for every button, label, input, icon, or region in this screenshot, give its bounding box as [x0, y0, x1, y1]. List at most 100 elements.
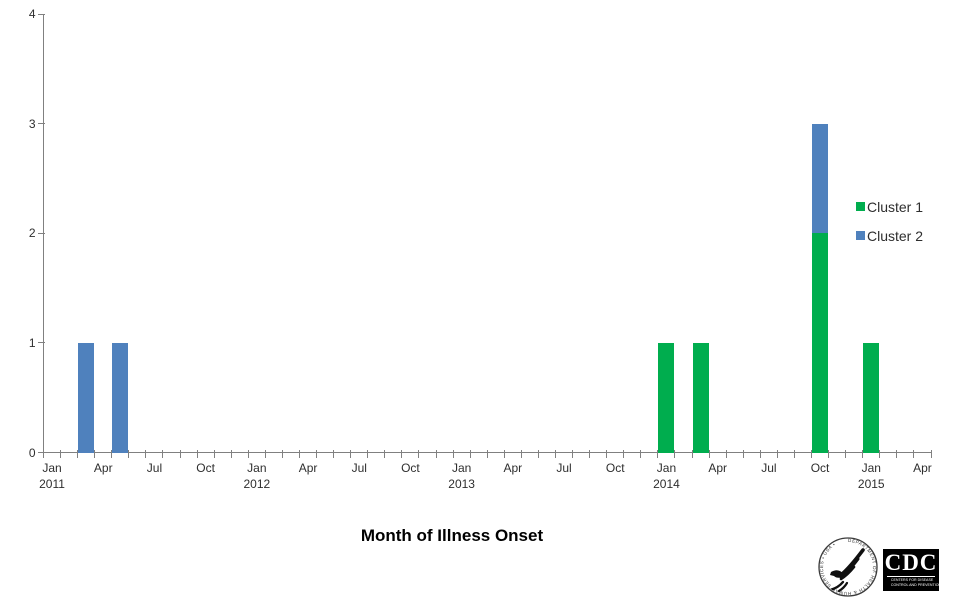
bar-segment-cluster-1 [812, 233, 829, 453]
x-axis-tick [537, 450, 539, 458]
x-axis-title: Month of Illness Onset [360, 526, 544, 545]
legend-swatch-cluster-2 [856, 231, 865, 240]
x-axis-tick [128, 450, 130, 458]
cdc-logo-acronym: CDC [884, 550, 938, 575]
x-axis-tick [264, 450, 266, 458]
x-axis-label: Apr [913, 461, 932, 475]
y-axis-tick [37, 123, 45, 125]
x-axis-tick [384, 450, 386, 458]
y-axis-label: 3 [28, 116, 36, 131]
y-axis-label: 1 [28, 335, 36, 350]
x-axis-label: Apr [503, 461, 523, 475]
bar-segment-cluster-2 [78, 342, 95, 453]
x-axis-label: Jul [761, 461, 777, 475]
legend-label: Cluster 1 [867, 198, 924, 215]
x-axis-label: Apr [93, 461, 113, 475]
x-axis-tick [640, 450, 642, 458]
y-axis-label: 2 [28, 226, 36, 241]
x-axis-year-label: 2013 [448, 477, 475, 491]
x-axis-tick [708, 450, 710, 458]
x-axis-tick [452, 450, 454, 458]
x-axis-label: Oct [810, 461, 830, 475]
x-axis-tick [759, 450, 761, 458]
cdc-logo-line2: CONTROL AND PREVENTION [890, 583, 939, 588]
legend-swatch-cluster-1 [856, 202, 865, 211]
x-axis-tick [94, 450, 96, 458]
x-axis-label: Jul [556, 461, 572, 475]
x-axis-tick [862, 450, 864, 458]
x-axis-tick [674, 450, 676, 458]
x-axis-tick [811, 450, 813, 458]
x-axis-tick [793, 450, 795, 458]
y-axis-label: 4 [28, 7, 36, 21]
x-axis-tick [111, 450, 113, 458]
x-axis-tick [879, 450, 881, 458]
x-axis-tick [486, 450, 488, 458]
x-axis-tick [213, 450, 215, 458]
x-axis-tick [503, 450, 505, 458]
y-axis-label: 0 [28, 445, 36, 460]
x-axis-label: Oct [605, 461, 625, 475]
hhs-seal-icon: DEPARTMENT OF HEALTH & HUMAN SERVICES • … [818, 537, 878, 597]
x-axis-tick [145, 450, 147, 458]
x-axis-tick [299, 450, 300, 458]
y-axis-tick [37, 342, 45, 344]
x-axis-tick [589, 450, 591, 458]
bar-segment-cluster-1 [863, 342, 880, 453]
cdc-logo: CDC CENTERS FOR DISEASE CONTROL AND PREV… [883, 549, 939, 591]
x-axis-tick [930, 450, 932, 458]
y-axis-tick [37, 232, 45, 234]
x-axis-year-label: 2014 [653, 477, 680, 491]
x-axis-label: Jan [861, 461, 881, 475]
y-axis-tick [37, 13, 45, 15]
x-axis-label: Jul [146, 461, 163, 475]
x-axis-tick [691, 450, 693, 458]
x-axis-year-label: 2011 [39, 477, 65, 491]
legend: Cluster 1 Cluster 2 [856, 192, 923, 250]
x-axis-tick [776, 450, 778, 458]
x-axis-tick [742, 450, 744, 458]
x-axis-tick [435, 450, 437, 458]
x-axis-year-label: 2015 [857, 477, 885, 491]
x-axis-label: Oct [401, 461, 420, 475]
x-axis-tick [316, 450, 318, 458]
x-axis-label: Jan [42, 461, 62, 475]
x-axis-tick [350, 450, 352, 458]
x-axis-tick [230, 450, 232, 458]
bar-segment-cluster-2 [112, 342, 129, 453]
x-axis-tick [555, 450, 557, 458]
y-axis-tick [37, 452, 45, 453]
x-axis-tick [401, 450, 403, 458]
x-axis-label: Apr [708, 461, 727, 475]
x-axis-tick [162, 450, 164, 458]
cdc-logo-line1: CENTERS FOR DISEASE [890, 578, 934, 583]
x-axis-tick [469, 450, 471, 458]
bar-segment-cluster-1 [658, 342, 675, 453]
x-axis-tick [281, 450, 283, 458]
bar-segment-cluster-2 [812, 123, 829, 234]
x-axis-label: Jul [351, 461, 367, 475]
x-axis-tick [77, 450, 79, 458]
x-axis-tick [43, 450, 44, 458]
x-axis-tick [520, 450, 522, 458]
x-axis-label: Jan [451, 461, 472, 475]
x-axis-year-label: 2012 [243, 477, 271, 491]
x-axis-tick [333, 450, 335, 458]
x-axis-tick [367, 450, 369, 458]
x-axis-tick [657, 450, 659, 458]
x-axis-tick [896, 450, 898, 458]
cdc-logo-divider [887, 576, 935, 577]
x-axis-label: Oct [196, 461, 215, 475]
x-axis-label: Jan [656, 461, 677, 475]
x-axis-tick [606, 450, 608, 458]
x-axis-tick [179, 450, 181, 458]
x-axis-label: Jan [247, 461, 267, 475]
x-axis-tick [828, 450, 830, 458]
x-axis-tick [572, 450, 574, 458]
x-axis-tick [196, 450, 198, 458]
x-axis-tick [247, 450, 249, 458]
footer-logos: DEPARTMENT OF HEALTH & HUMAN SERVICES • … [816, 535, 942, 599]
x-axis-tick [845, 450, 847, 458]
x-axis-tick [60, 450, 62, 458]
